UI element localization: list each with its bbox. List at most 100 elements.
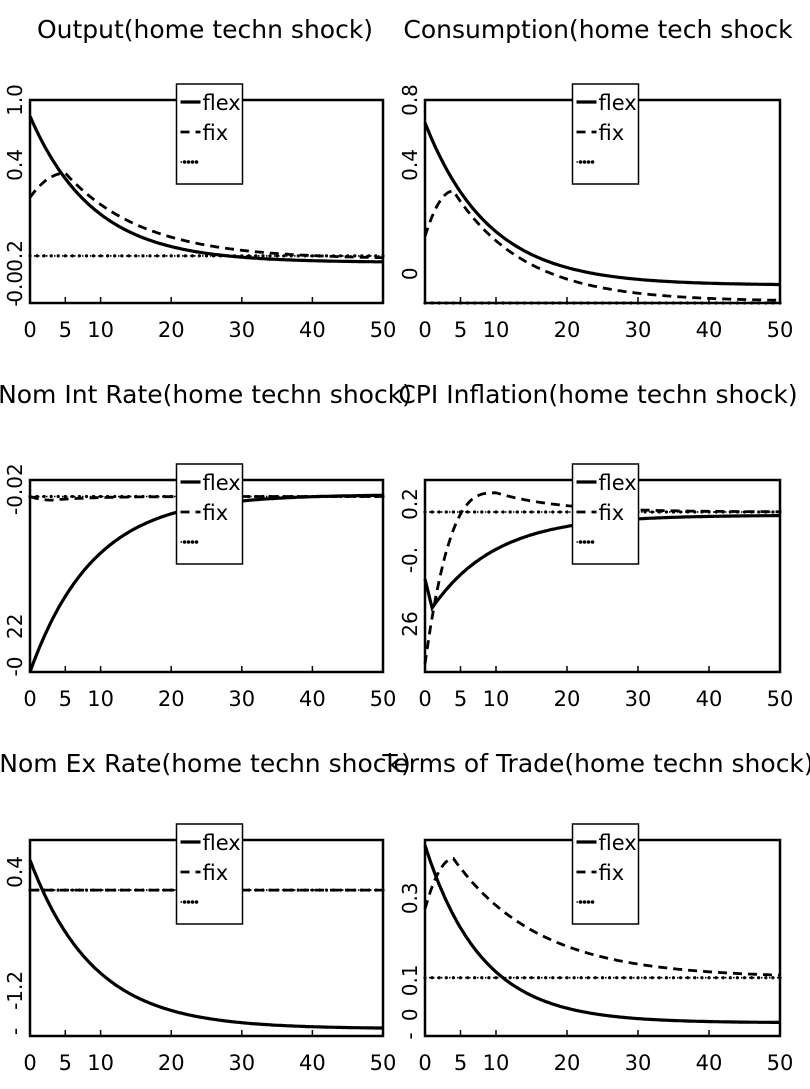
x-tick-label: 30: [228, 687, 255, 711]
series-point: [515, 301, 519, 305]
series-point: [757, 301, 761, 305]
x-tick-label: 20: [554, 318, 581, 342]
x-tick-label: 20: [554, 1051, 581, 1075]
series-point: [728, 301, 732, 305]
y-tick-label: -: [3, 1028, 27, 1035]
series-point: [84, 888, 89, 892]
series-point: [529, 510, 534, 514]
series-point: [579, 301, 583, 305]
legend-dot: [190, 160, 195, 164]
series-point: [84, 494, 89, 499]
series-point: [339, 254, 343, 258]
x-tick-label: 40: [299, 1051, 326, 1075]
legend-dot: [582, 540, 587, 544]
chart-title: Nom Int Rate(home techn shock): [0, 380, 412, 409]
legend-dot: [582, 160, 587, 164]
legend-dot: [590, 160, 595, 164]
series-point: [56, 494, 60, 499]
series-point: [176, 254, 180, 258]
series-point: [169, 254, 173, 258]
series-point: [572, 976, 576, 980]
x-tick-label: 0: [418, 318, 431, 342]
series-point: [423, 510, 427, 514]
series-point: [629, 301, 633, 305]
x-tick-label: 5: [454, 1051, 467, 1075]
legend-label: flex: [203, 831, 241, 855]
series-point: [444, 510, 448, 514]
series-point: [35, 254, 39, 258]
chart-panel-5: Nom Ex Rate(home techn shock) 0 5 10 20 30 40 5…: [0, 749, 411, 1075]
series-point: [508, 510, 512, 514]
legend-dot: [186, 540, 191, 544]
series-point: [261, 254, 265, 258]
series-point: [537, 510, 541, 514]
series-point: [162, 888, 166, 892]
series-point: [275, 254, 279, 258]
x-tick-label: 10: [483, 1051, 510, 1075]
series-point: [735, 976, 740, 980]
series-point: [643, 976, 647, 980]
series-point: [522, 510, 527, 514]
series-point: [586, 301, 590, 305]
series-point: [430, 976, 434, 980]
x-tick-label: 20: [158, 318, 185, 342]
y-tick-label: -0.: [398, 547, 422, 573]
y-tick-label: 0.3: [398, 882, 422, 914]
legend: flex fix: [175, 83, 244, 185]
series-point: [480, 976, 484, 980]
x-tick-label: 0: [23, 1051, 36, 1075]
series-point: [657, 976, 661, 980]
series-point: [444, 301, 448, 305]
chart-panel-6: Terms of Trade(home techn shock)0 5 10 20 30…: [381, 749, 810, 1075]
x-tick-label: 40: [696, 687, 723, 711]
series-point: [466, 976, 470, 980]
legend-label: flex: [203, 471, 241, 495]
series-point: [544, 976, 548, 980]
series-point: [579, 976, 583, 980]
series-point: [686, 976, 690, 980]
series-point: [750, 976, 754, 980]
x-tick-label: 20: [554, 687, 581, 711]
series-line-fix: [423, 857, 781, 977]
x-tick-label: 5: [454, 318, 467, 342]
series-point: [600, 976, 605, 980]
x-tick-label: 10: [483, 687, 510, 711]
series-point: [636, 976, 640, 980]
legend-dot: [190, 900, 195, 904]
y-tick-label: -0.02: [3, 463, 27, 515]
legend-label: flex: [599, 91, 637, 115]
series-point: [693, 976, 697, 980]
series-point: [42, 254, 46, 258]
series-point: [437, 301, 441, 305]
series-point: [63, 254, 67, 258]
x-tick-label: 5: [59, 687, 72, 711]
series-point: [622, 976, 626, 980]
series-point: [771, 301, 775, 305]
series-point: [451, 976, 455, 980]
y-tick-label: 0.0: [3, 271, 27, 303]
y-tick-label: 0.8: [398, 84, 422, 116]
series-point: [565, 510, 569, 514]
series-point: [537, 301, 541, 305]
series-point: [84, 254, 89, 258]
series-point: [473, 510, 477, 514]
series-point: [310, 888, 314, 892]
series-point: [622, 301, 626, 305]
series-point: [537, 976, 541, 980]
series-point: [324, 888, 329, 892]
x-tick-label: 30: [228, 1051, 255, 1075]
series-point: [501, 301, 505, 305]
series-point: [721, 976, 725, 980]
series-point: [70, 888, 74, 892]
legend-dot: [194, 540, 199, 544]
series-point: [466, 510, 470, 514]
series-point: [544, 301, 548, 305]
series-point: [728, 976, 732, 980]
chart-title: CPI Inflation(home techn shock): [398, 380, 797, 409]
series-point: [551, 976, 555, 980]
series-point: [310, 254, 314, 258]
series-point: [113, 494, 117, 499]
series-point: [197, 254, 201, 258]
series-point: [77, 254, 81, 258]
series-point: [593, 976, 598, 980]
